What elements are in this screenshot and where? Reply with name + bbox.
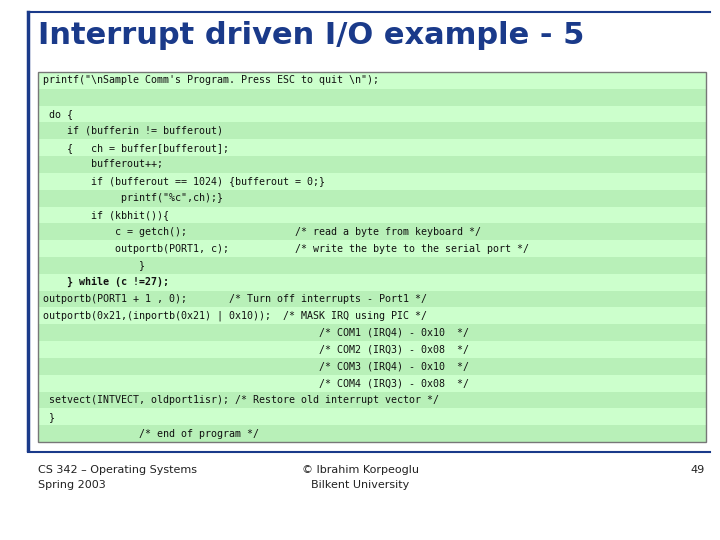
Bar — [38, 257, 706, 274]
Text: } while (c !=27);: } while (c !=27); — [43, 277, 169, 287]
Bar — [38, 307, 706, 325]
Bar — [38, 224, 706, 240]
Text: /* COM2 (IRQ3) - 0x08  */: /* COM2 (IRQ3) - 0x08 */ — [43, 345, 469, 354]
Text: 49: 49 — [690, 465, 705, 475]
Bar — [38, 139, 706, 156]
Text: /* COM1 (IRQ4) - 0x10  */: /* COM1 (IRQ4) - 0x10 */ — [43, 328, 469, 338]
Bar — [38, 274, 706, 291]
Text: Interrupt driven I/O example - 5: Interrupt driven I/O example - 5 — [38, 21, 585, 50]
Text: printf("%c",ch);}: printf("%c",ch);} — [43, 193, 223, 203]
Bar — [38, 72, 706, 89]
Text: if (bufferin != bufferout): if (bufferin != bufferout) — [43, 126, 223, 136]
Text: printf("\nSample Comm's Program. Press ESC to quit \n");: printf("\nSample Comm's Program. Press E… — [43, 76, 379, 85]
Bar — [38, 156, 706, 173]
Bar — [38, 173, 706, 190]
Bar — [38, 358, 706, 375]
Text: /* end of program */: /* end of program */ — [43, 429, 259, 438]
Bar — [38, 392, 706, 408]
Bar — [38, 408, 706, 425]
Text: © Ibrahim Korpeoglu
Bilkent University: © Ibrahim Korpeoglu Bilkent University — [302, 465, 418, 490]
Text: outportb(PORT1, c);           /* write the byte to the serial port */: outportb(PORT1, c); /* write the byte to… — [43, 244, 529, 254]
Bar — [38, 341, 706, 358]
Text: }: } — [43, 260, 145, 271]
Text: /* COM3 (IRQ4) - 0x10  */: /* COM3 (IRQ4) - 0x10 */ — [43, 361, 469, 372]
Bar — [38, 240, 706, 257]
Bar — [38, 375, 706, 392]
Bar — [38, 325, 706, 341]
Text: do {: do { — [43, 109, 73, 119]
Bar — [38, 89, 706, 106]
Bar — [38, 123, 706, 139]
Text: CS 342 – Operating Systems
Spring 2003: CS 342 – Operating Systems Spring 2003 — [38, 465, 197, 490]
Text: setvect(INTVECT, oldport1isr); /* Restore old interrupt vector */: setvect(INTVECT, oldport1isr); /* Restor… — [43, 395, 439, 405]
Bar — [38, 206, 706, 224]
Text: /* COM4 (IRQ3) - 0x08  */: /* COM4 (IRQ3) - 0x08 */ — [43, 378, 469, 388]
Text: bufferout++;: bufferout++; — [43, 159, 163, 170]
Text: {   ch = buffer[bufferout];: { ch = buffer[bufferout]; — [43, 143, 229, 153]
Text: outportb(PORT1 + 1 , 0);       /* Turn off interrupts - Port1 */: outportb(PORT1 + 1 , 0); /* Turn off int… — [43, 294, 427, 304]
Text: c = getch();                  /* read a byte from keyboard */: c = getch(); /* read a byte from keyboar… — [43, 227, 481, 237]
Bar — [38, 190, 706, 206]
Text: }: } — [43, 412, 55, 422]
Bar — [38, 72, 706, 442]
Text: outportb(0x21,(inportb(0x21) | 0x10));  /* MASK IRQ using PIC */: outportb(0x21,(inportb(0x21) | 0x10)); /… — [43, 310, 427, 321]
Bar — [38, 291, 706, 307]
Bar — [38, 106, 706, 123]
Text: if (kbhit()){: if (kbhit()){ — [43, 210, 169, 220]
Bar — [38, 425, 706, 442]
Text: if (bufferout == 1024) {bufferout = 0;}: if (bufferout == 1024) {bufferout = 0;} — [43, 177, 325, 186]
